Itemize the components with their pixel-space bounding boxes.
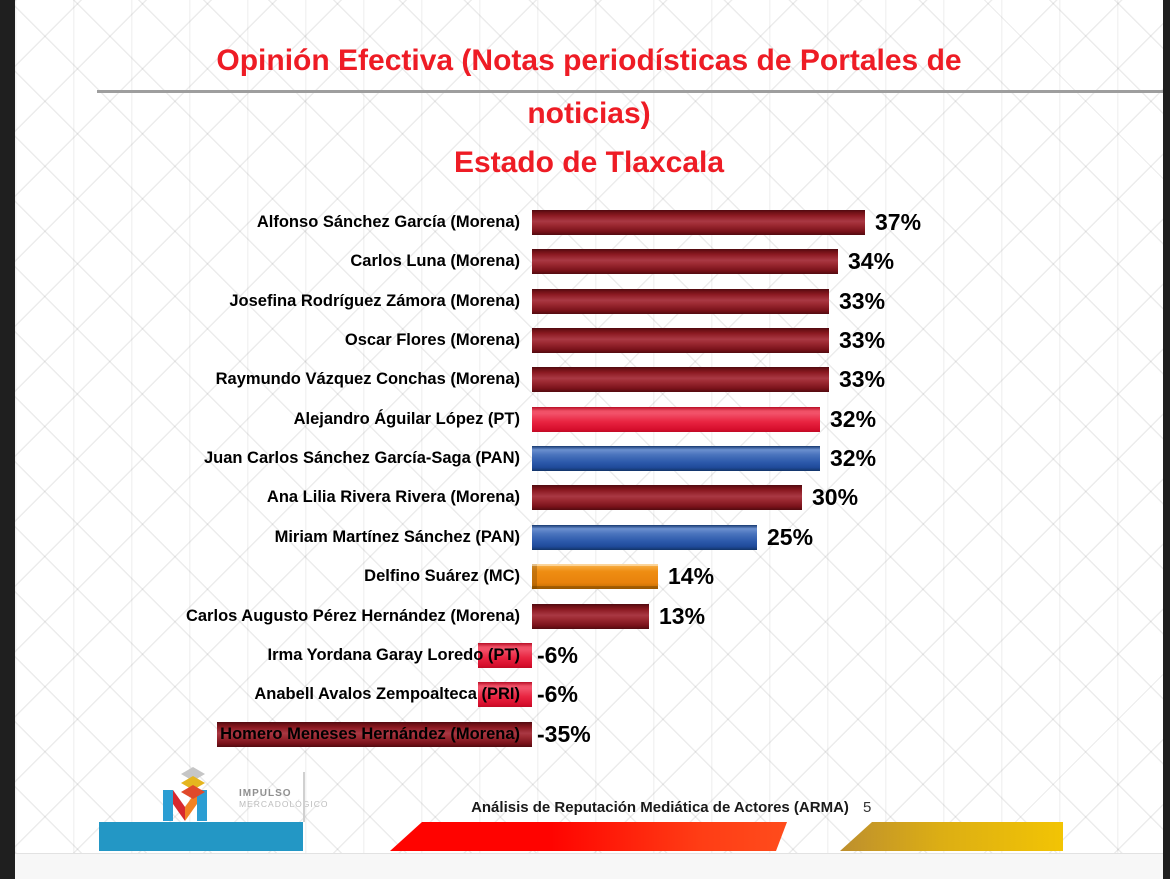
bar	[532, 367, 829, 393]
bar-value: 25%	[767, 523, 814, 550]
page-bottom-margin	[15, 853, 1163, 879]
bar	[478, 642, 532, 668]
bar-row: Alejandro Águilar López (PT) 32%	[15, 405, 1163, 432]
bar	[532, 328, 829, 354]
impulso-logo-text: IMPULSO MERCADOLÓGICO	[239, 788, 329, 809]
bar-value: 14%	[668, 563, 715, 590]
logo-text-line2: MERCADOLÓGICO	[239, 798, 329, 809]
bar-row: Oscar Flores (Morena) 33%	[15, 327, 1163, 354]
bar-row: Raymundo Vázquez Conchas (Morena) 33%	[15, 366, 1163, 393]
bar-row: Homero Meneses Hernández (Morena) -35%	[15, 720, 1163, 747]
footer-band-gold	[840, 822, 1063, 851]
bar-row: Carlos Luna (Morena) 34%	[15, 248, 1163, 275]
bar	[532, 485, 802, 511]
bar-label: Alfonso Sánchez García (Morena)	[256, 213, 520, 231]
slide-title-line1: Opinión Efectiva (Notas periodísticas de…	[216, 44, 962, 77]
bar	[532, 603, 649, 629]
bar-label: Anabell Avalos Zempoalteca (PRI)	[254, 685, 520, 704]
bar-label: Ana Lilia Rivera Rivera (Morena)	[266, 488, 520, 507]
bar-label: Josefina Rodríguez Zámora (Morena)	[229, 291, 520, 310]
logo-text-line1: IMPULSO	[239, 788, 292, 799]
bar-row: Juan Carlos Sánchez García-Saga (PAN) 32%	[15, 445, 1163, 472]
slide-title-line2: noticias)	[527, 97, 651, 130]
bar-row: Carlos Augusto Pérez Hernández (Morena) 1…	[15, 602, 1163, 629]
page-number: 5	[863, 799, 872, 816]
bar	[217, 721, 532, 747]
viewer-edge-left	[0, 0, 15, 879]
bar	[532, 288, 829, 314]
bar-value: 34%	[848, 248, 895, 275]
bar	[532, 446, 820, 472]
slide-subtitle: Estado de Tlaxcala	[453, 146, 725, 179]
bar-value: 37%	[875, 209, 922, 235]
bar-label: Carlos Luna (Morena)	[350, 252, 520, 271]
footer-divider-line	[303, 772, 305, 822]
bar	[478, 682, 532, 708]
bar-value: 32%	[830, 445, 877, 472]
bar-row: Josefina Rodríguez Zámora (Morena) 33%	[15, 287, 1163, 314]
viewer-edge-right	[1163, 0, 1170, 879]
bar-row: Miriam Martínez Sánchez (PAN) 25%	[15, 523, 1163, 550]
bar	[532, 524, 757, 550]
footer-caption: Análisis de Reputación Mediática de Acto…	[471, 799, 849, 816]
impulso-logo-icon	[163, 767, 207, 821]
bar-row: Delfino Suárez (MC) 14%	[15, 563, 1163, 590]
bar-label: Irma Yordana Garay Loredo (PT)	[267, 645, 520, 664]
bar	[532, 406, 820, 432]
bar-value: 33%	[839, 327, 886, 354]
bar-value: -35%	[537, 720, 591, 747]
bar-value: 32%	[830, 405, 877, 432]
bar-row: Alfonso Sánchez García (Morena) 37%	[15, 209, 1163, 235]
presentation-slide: Opinión Efectiva (Notas periodísticas de…	[15, 0, 1163, 853]
title-underline	[97, 90, 1163, 93]
bar-value: 33%	[839, 287, 886, 314]
bar-label: Raymundo Vázquez Conchas (Morena)	[215, 370, 520, 389]
bar	[532, 249, 838, 275]
bar-label: Oscar Flores (Morena)	[344, 331, 520, 350]
bar-label: Delfino Suárez (MC)	[364, 567, 520, 586]
bar-row: Anabell Avalos Zempoalteca (PRI) -6%	[15, 681, 1163, 708]
bar	[532, 210, 865, 235]
bar	[532, 564, 658, 590]
bar-label: Miriam Martínez Sánchez (PAN)	[274, 527, 520, 546]
bar-value: -6%	[537, 641, 578, 668]
bar-label: Juan Carlos Sánchez García-Saga (PAN)	[203, 449, 520, 468]
bar-chart: Alfonso Sánchez García (Morena) 37% Carlos…	[15, 0, 1163, 853]
bar-label: Alejandro Águilar López (PT)	[293, 409, 520, 428]
bar-value: 30%	[812, 484, 859, 511]
bar-value: -6%	[537, 681, 578, 708]
bar-label: Homero Meneses Hernández (Morena)	[220, 724, 520, 743]
bar-value: 13%	[659, 602, 706, 629]
bar-row: Irma Yordana Garay Loredo (PT) -6%	[15, 641, 1163, 668]
footer-band-blue	[99, 822, 303, 851]
bar-value: 33%	[839, 366, 886, 393]
footer-band-red	[390, 822, 787, 851]
slide-footer: IMPULSO MERCADOLÓGICO Análisis de Reputa…	[15, 0, 1163, 853]
bar-row: Ana Lilia Rivera Rivera (Morena) 30%	[15, 484, 1163, 511]
bar-label: Carlos Augusto Pérez Hernández (Morena)	[185, 606, 520, 625]
